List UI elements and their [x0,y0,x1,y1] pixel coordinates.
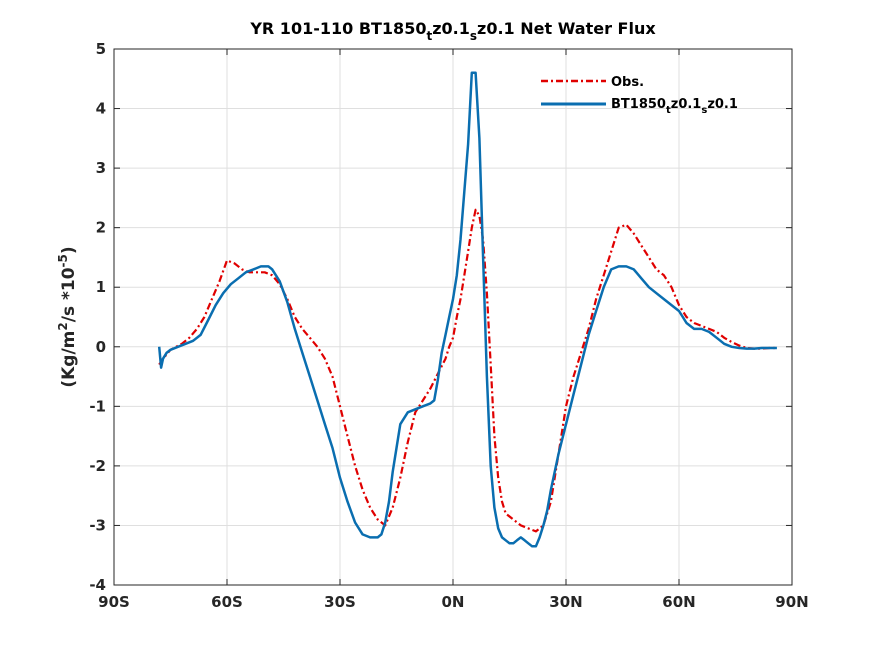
title-suffix: z0.1 Net Water Flux [477,19,656,38]
y-tick-label: 1 [96,278,106,296]
y-tick-label: 0 [96,338,106,356]
legend-model-suffix: z0.1 [707,97,738,112]
chart-title: YR 101-110 BT1850tz0.1sz0.1 Net Water Fl… [249,19,656,43]
x-tick-label: 90N [775,593,808,611]
series-line-model [157,71,777,548]
y-tick-label: 4 [96,100,106,118]
y-tick-label: -1 [89,397,106,415]
y-tick-label: -4 [89,576,106,594]
x-tick-label: 30S [324,593,356,611]
y-tick-labels: -4 -3 -2 -1 0 1 2 3 4 5 [89,40,106,594]
series-line-obs [158,208,777,533]
x-tick-label: 90S [98,593,130,611]
legend-model-sub2: s [701,105,707,116]
y-tick-label: 3 [96,159,106,177]
x-tick-label: 60N [662,593,695,611]
legend-model-sub1: t [666,105,671,116]
y-axis-label: (Kg/m2/s *10-5) [56,246,79,387]
legend-model-mid: z0.1 [671,97,702,112]
ylabel-post: ) [59,246,79,254]
x-tick-label: 0N [442,593,465,611]
y-tick-label: 2 [96,219,106,237]
grid [114,49,792,585]
legend-model-prefix: BT1850 [611,97,666,112]
legend: Obs. BT1850tz0.1sz0.1 [541,75,738,116]
y-tick-label: 5 [96,40,106,58]
title-prefix: YR 101-110 BT1850 [249,19,426,38]
y-tick-label: -3 [89,516,106,534]
title-sub2: s [470,29,477,43]
title-sub1: t [426,29,432,43]
title-mid: z0.1 [432,19,470,38]
ylabel-pre: (Kg/m [59,331,79,388]
x-tick-label: 30N [549,593,582,611]
y-tick-label: -2 [89,457,106,475]
ylabel-mid: /s *10 [59,267,79,322]
legend-label-obs: Obs. [611,75,644,90]
series-layer [157,71,777,548]
x-tick-label: 60S [211,593,243,611]
ylabel-sup2: -5 [56,254,70,267]
x-tick-labels: 90S 60S 30S 0N 30N 60N 90N [98,593,809,611]
ylabel-sup1: 2 [56,322,70,330]
legend-label-model: BT1850tz0.1sz0.1 [611,97,738,116]
ticks [113,48,793,586]
